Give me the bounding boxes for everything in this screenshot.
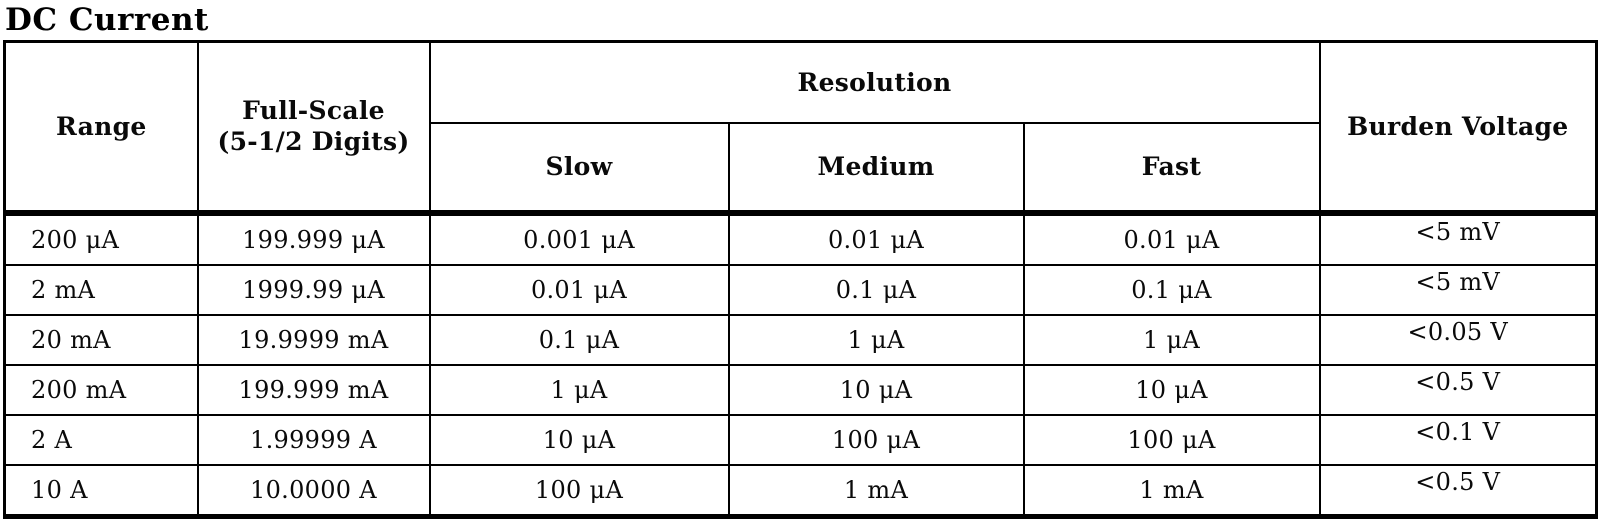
header-row-sub: Slow Medium Fast xyxy=(5,121,1597,214)
table-header: Range Full-Scale (5-1/2 Digits) Resoluti… xyxy=(3,40,1598,214)
header-row-main: Range Full-Scale (5-1/2 Digits) Resoluti… xyxy=(3,40,1598,214)
cell-range: 200 μA xyxy=(3,209,199,266)
cell-resolution-slow: 0.001 μA xyxy=(428,209,730,266)
header-full-scale-line2: (5-1/2 Digits) xyxy=(217,127,410,157)
cell-resolution-fast: 10 μA xyxy=(1022,363,1321,416)
cell-resolution-fast: 0.1 μA xyxy=(1022,263,1321,316)
cell-burden-voltage: <5 mV xyxy=(1318,209,1598,266)
header-range: Range xyxy=(3,40,199,214)
table-row: 2 A 1.99999 A 10 μA 100 μA 100 μA <0.1 V xyxy=(3,413,1598,466)
table-body: 200 μA 199.999 μA 0.001 μA 0.01 μA 0.01 … xyxy=(3,209,1598,517)
cell-full-scale: 199.999 mA xyxy=(196,363,431,416)
cell-range: 20 mA xyxy=(3,313,199,366)
cell-resolution-slow: 0.1 μA xyxy=(428,313,730,366)
dc-current-spec-table: Range Full-Scale (5-1/2 Digits) Resoluti… xyxy=(3,40,1599,519)
cell-resolution-slow: 100 μA xyxy=(428,463,730,517)
table-row: 200 μA 199.999 μA 0.001 μA 0.01 μA 0.01 … xyxy=(3,209,1598,266)
header-resolution: Resolution xyxy=(428,40,1321,124)
cell-range: 10 A xyxy=(3,463,199,517)
header-medium: Medium xyxy=(727,121,1025,214)
cell-resolution-fast: 100 μA xyxy=(1022,413,1321,466)
cell-resolution-medium: 100 μA xyxy=(727,413,1025,466)
cell-resolution-fast: 1 mA xyxy=(1022,463,1321,517)
header-full-scale-text: Full-Scale (5-1/2 Digits) xyxy=(217,95,409,157)
header-burden-voltage: Burden Voltage xyxy=(1318,40,1598,214)
table-row: 2 mA 1999.99 μA 0.01 μA 0.1 μA 0.1 μA <5… xyxy=(3,263,1598,316)
cell-resolution-fast: 1 μA xyxy=(1022,313,1321,366)
cell-range: 2 A xyxy=(3,413,199,466)
cell-resolution-fast: 0.01 μA xyxy=(1022,209,1321,266)
header-full-scale: Full-Scale (5-1/2 Digits) xyxy=(196,40,431,214)
cell-resolution-medium: 10 μA xyxy=(727,363,1025,416)
cell-burden-voltage: <0.5 V xyxy=(1318,363,1598,416)
cell-burden-voltage: <0.05 V xyxy=(1318,313,1598,366)
cell-resolution-slow: 1 μA xyxy=(428,363,730,416)
cell-range: 200 mA xyxy=(3,363,199,416)
cell-full-scale: 19.9999 mA xyxy=(196,313,431,366)
header-slow: Slow xyxy=(428,121,730,214)
table-row: 10 A 10.0000 A 100 μA 1 mA 1 mA <0.5 V xyxy=(3,463,1598,517)
header-fast: Fast xyxy=(1022,121,1321,214)
cell-resolution-slow: 10 μA xyxy=(428,413,730,466)
cell-resolution-medium: 0.1 μA xyxy=(727,263,1025,316)
cell-full-scale: 1.99999 A xyxy=(196,413,431,466)
cell-full-scale: 199.999 μA xyxy=(196,209,431,266)
table-row: 200 mA 199.999 mA 1 μA 10 μA 10 μA <0.5 … xyxy=(3,363,1598,416)
cell-resolution-slow: 0.01 μA xyxy=(428,263,730,316)
cell-full-scale: 10.0000 A xyxy=(196,463,431,517)
cell-resolution-medium: 0.01 μA xyxy=(727,209,1025,266)
cell-resolution-medium: 1 mA xyxy=(727,463,1025,517)
cell-full-scale: 1999.99 μA xyxy=(196,263,431,316)
cell-burden-voltage: <0.5 V xyxy=(1318,463,1598,517)
cell-resolution-medium: 1 μA xyxy=(727,313,1025,366)
cell-burden-voltage: <0.1 V xyxy=(1318,413,1598,466)
cell-range: 2 mA xyxy=(3,263,199,316)
page-title: DC Current xyxy=(5,2,209,38)
header-full-scale-line1: Full-Scale xyxy=(242,96,385,126)
cell-burden-voltage: <5 mV xyxy=(1318,263,1598,316)
table-row: 20 mA 19.9999 mA 0.1 μA 1 μA 1 μA <0.05 … xyxy=(3,313,1598,366)
